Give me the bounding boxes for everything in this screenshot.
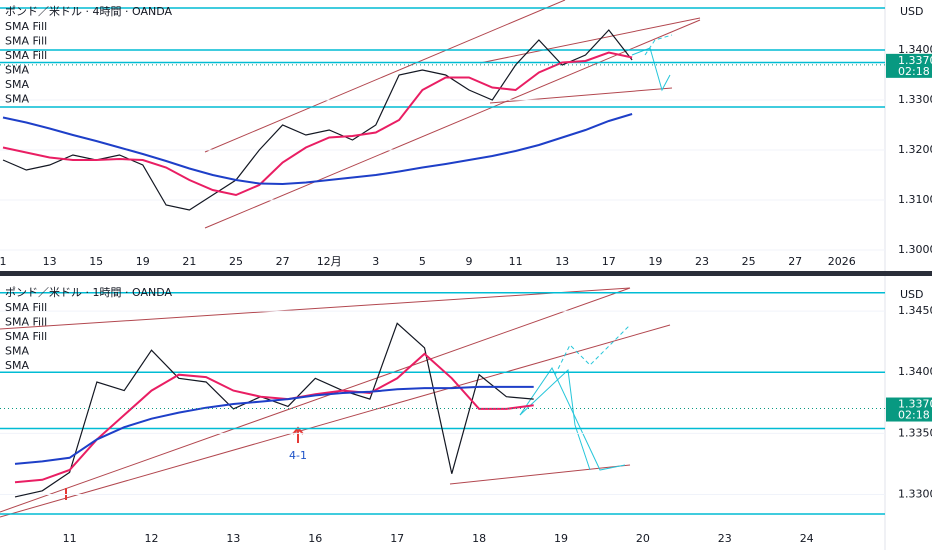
x-tick-label: 13 xyxy=(555,255,569,268)
chart-title: ポンド／米ドル · 1時間 · OANDA xyxy=(5,286,172,299)
x-tick-label: 13 xyxy=(43,255,57,268)
x-tick-label: 21 xyxy=(182,255,196,268)
y-tick-label: 1.34000 xyxy=(898,365,932,378)
legend-entry: SMA xyxy=(5,93,29,106)
y-tick-label: 1.33000 xyxy=(898,93,932,106)
legend-entry: SMA Fill xyxy=(5,49,47,62)
x-tick-label: 20 xyxy=(636,532,650,545)
projection xyxy=(519,366,626,471)
x-tick-label: 19 xyxy=(136,255,150,268)
projection xyxy=(554,324,631,376)
legend-entry: SMA Fill xyxy=(5,20,47,33)
trendline xyxy=(479,17,701,64)
x-tick-label: 5 xyxy=(419,255,426,268)
trendline xyxy=(0,324,671,518)
x-tick-label: 27 xyxy=(788,255,802,268)
legend-entry: SMA Fill xyxy=(5,330,47,343)
x-tick-label: 19 xyxy=(554,532,568,545)
x-tick-label: 13 xyxy=(226,532,240,545)
legend-entry: SMA xyxy=(5,64,29,77)
y-tick-label: 1.31000 xyxy=(898,193,932,206)
pane-separator xyxy=(0,271,932,276)
x-tick-label: 12 xyxy=(145,532,159,545)
chart-title: ポンド／米ドル · 4時間 · OANDA xyxy=(5,5,172,18)
series-line xyxy=(2,113,633,186)
projection xyxy=(644,34,673,56)
trendline xyxy=(0,287,631,513)
legend-entry: SMA xyxy=(5,78,29,91)
series-line xyxy=(14,352,534,484)
price-label-box xyxy=(886,53,932,78)
annotation: 4-1 xyxy=(289,449,307,462)
trendline xyxy=(204,0,566,153)
x-tick-label: 16 xyxy=(308,532,322,545)
y-tick-label: 1.34000 xyxy=(898,43,932,56)
y-tick-label: 1.30000 xyxy=(898,243,932,256)
price-label: 1.33703 xyxy=(898,398,932,411)
currency: USD xyxy=(900,5,924,18)
projection xyxy=(631,47,671,92)
x-tick-label: 2026 xyxy=(828,255,856,268)
x-tick-label: 24 xyxy=(800,532,814,545)
countdown: 02:18 xyxy=(898,65,930,78)
series-line xyxy=(2,51,633,197)
y-tick-label: 1.34500 xyxy=(898,304,932,317)
legend-entry: SMA xyxy=(5,359,29,372)
y-tick-label: 1.33500 xyxy=(898,426,932,439)
drawings xyxy=(0,0,701,518)
price-label: 1.33703 xyxy=(898,54,932,67)
x-tick-label: 23 xyxy=(695,255,709,268)
countdown: 02:18 xyxy=(898,409,930,422)
legend-entry: SMA xyxy=(5,345,29,358)
trendline xyxy=(449,464,631,485)
x-tick-label: 15 xyxy=(89,255,103,268)
legend-entry: SMA Fill xyxy=(5,35,47,48)
x-tick-label: 11 xyxy=(63,532,77,545)
x-tick-label: 27 xyxy=(276,255,290,268)
currency: USD xyxy=(900,288,924,301)
x-tick-label: 25 xyxy=(742,255,756,268)
series-line xyxy=(14,322,534,498)
x-tick-label: 19 xyxy=(648,255,662,268)
x-tick-label: 23 xyxy=(718,532,732,545)
x-tick-label: 17 xyxy=(390,532,404,545)
x-tick-label: 17 xyxy=(602,255,616,268)
x-tick-label: 12月 xyxy=(317,255,342,268)
series-line xyxy=(2,29,633,211)
x-tick-label: 25 xyxy=(229,255,243,268)
x-tick-label: 11 xyxy=(509,255,523,268)
trendline xyxy=(0,287,631,330)
series-line xyxy=(14,385,534,465)
projection xyxy=(519,368,591,471)
x-tick-label: 9 xyxy=(466,255,473,268)
x-tick-label: 1 xyxy=(0,255,7,268)
y-tick-label: 1.33000 xyxy=(898,487,932,500)
legend-entry: SMA Fill xyxy=(5,301,47,314)
x-tick-label: 18 xyxy=(472,532,486,545)
price-label-box xyxy=(886,397,932,422)
legend-entry: SMA Fill xyxy=(5,316,47,329)
y-tick-label: 1.32000 xyxy=(898,143,932,156)
x-tick-label: 3 xyxy=(372,255,379,268)
